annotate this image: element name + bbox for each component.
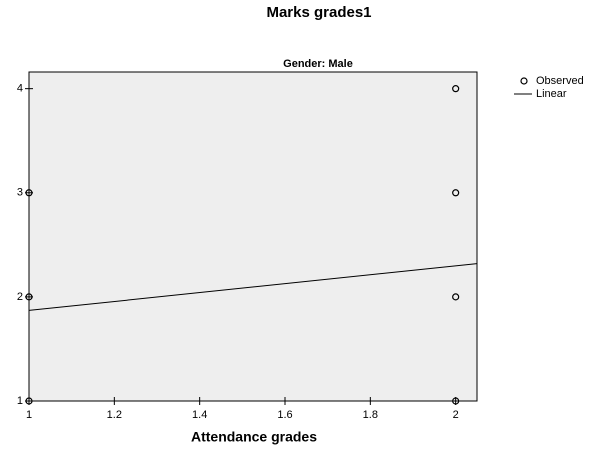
x-tick-label: 1.4: [192, 409, 207, 421]
data-point: [452, 189, 460, 197]
chart-subtitle: Gender: Male: [283, 58, 353, 70]
x-tick-label: 2: [453, 409, 459, 421]
data-point: [25, 397, 33, 405]
y-tick-label: 2: [17, 291, 23, 303]
x-tick-label: 1.2: [107, 409, 122, 421]
data-point: [452, 397, 460, 405]
fit-line: [28, 263, 478, 311]
y-tick-label: 4: [17, 83, 23, 95]
x-axis-label: Attendance grades: [191, 429, 317, 445]
x-tick-label: 1.6: [277, 409, 292, 421]
data-point: [25, 189, 33, 197]
x-tick-label: 1: [26, 409, 32, 421]
y-tick-label: 1: [17, 395, 23, 407]
y-tick-label: 3: [17, 187, 23, 199]
data-point: [452, 293, 460, 301]
plot-area: [28, 71, 478, 402]
legend-label: Observed: [536, 75, 584, 87]
legend-label: Linear: [536, 88, 567, 100]
data-point: [25, 293, 33, 301]
chart-title: Marks grades1: [266, 4, 371, 21]
x-tick-label: 1.8: [363, 409, 378, 421]
data-point: [452, 85, 460, 93]
legend-swatch: [520, 77, 528, 85]
